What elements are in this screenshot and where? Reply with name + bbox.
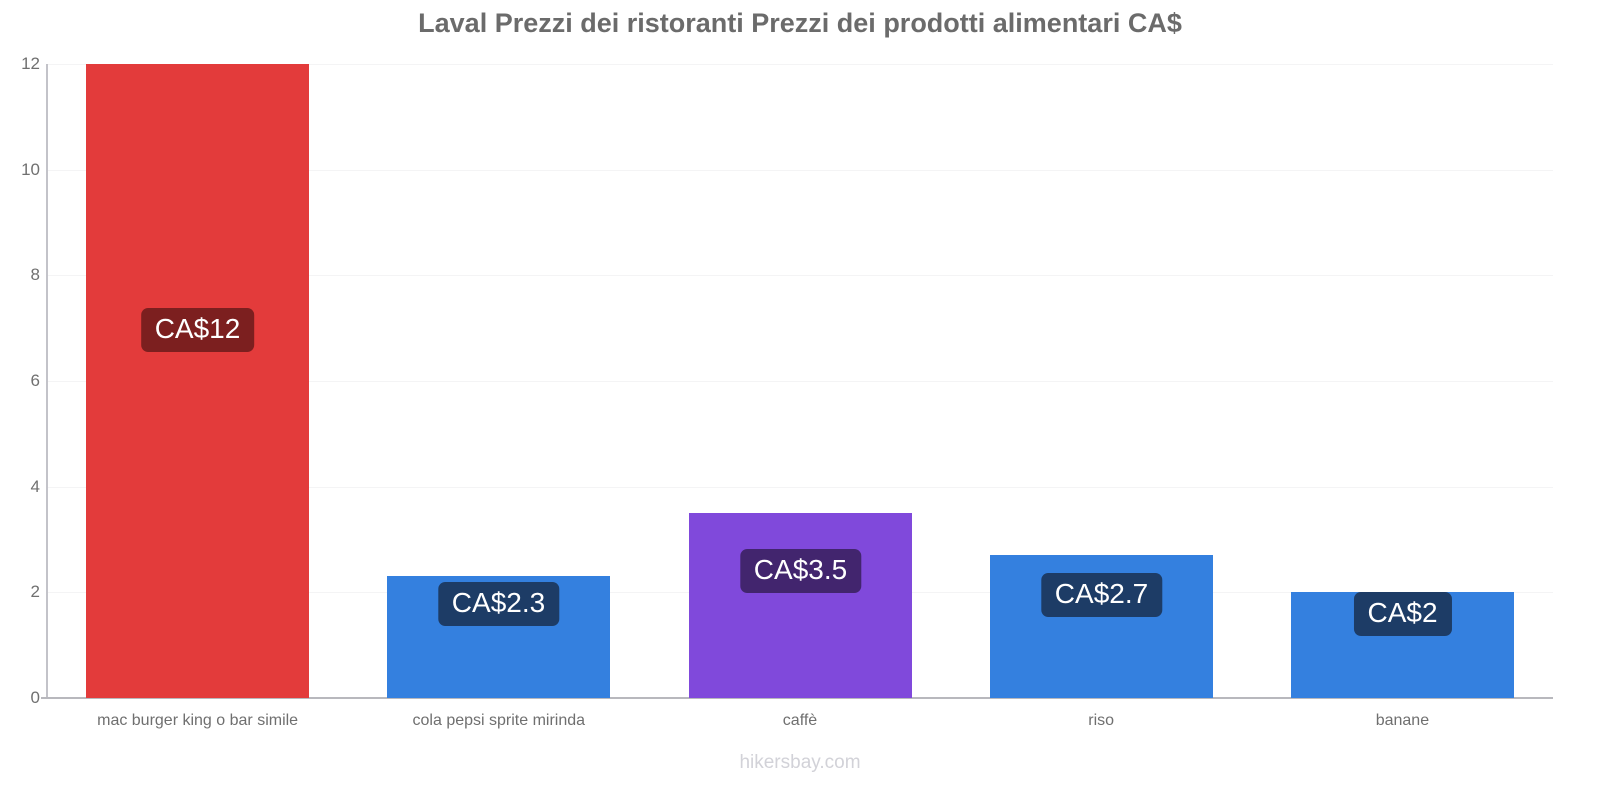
y-tick-label: 6 [30,371,40,390]
x-tick-label: caffè [782,712,818,729]
gridline [47,169,1553,171]
x-tick-label: riso [1088,712,1115,729]
gridline [47,486,1553,488]
x-tick-label: mac burger king o bar simile [97,712,299,729]
bar-value-badge: CA$12 [140,308,255,353]
y-tick-label: 4 [30,476,40,496]
bar-value-badge: CA$3.5 [739,549,862,594]
bar[interactable]: CA$2 [1291,592,1514,698]
y-axis-line [46,64,48,698]
footer-watermark: hikersbay.com [739,752,861,773]
x-tick-label: banane [1375,712,1430,729]
bar-value-badge: CA$2.7 [1040,573,1163,618]
y-tick-label: 2 [30,582,40,602]
y-axis: 0 2 4 6 8 10 12 [0,0,40,800]
y-tick-label: 10 [21,159,40,179]
gridline [47,381,1553,382]
chart-title: Laval Prezzi dei ristoranti Prezzi dei p… [418,8,1182,38]
bar[interactable]: CA$2.3 [387,576,610,698]
gridline [47,275,1553,277]
bar-value-badge: CA$2 [1353,592,1452,637]
bar[interactable]: CA$2.7 [990,555,1213,698]
bar-rect [689,513,912,698]
y-tick-label: 12 [21,54,40,73]
y-tick-label: 0 [30,688,40,707]
x-axis-line [41,697,1553,699]
bar[interactable]: CA$3.5 [689,513,912,698]
bar[interactable]: CA$12 [86,64,309,698]
y-tick-label: 8 [30,265,40,285]
x-tick-label: cola pepsi sprite mirinda [412,712,586,729]
bar-rect [86,64,309,698]
bar-value-badge: CA$2.3 [437,582,560,627]
gridline [47,64,1553,65]
